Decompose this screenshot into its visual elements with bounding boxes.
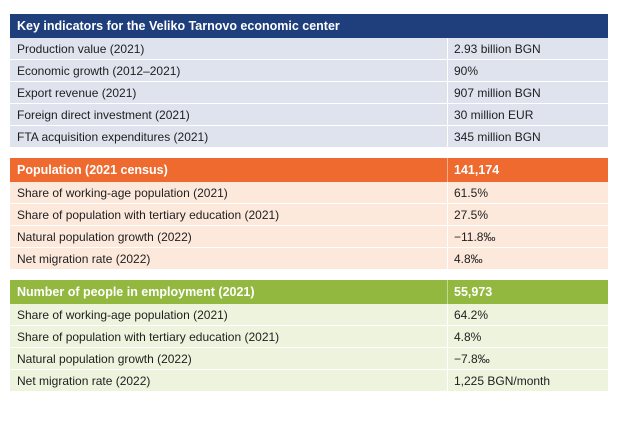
row-value: −7.8‰ xyxy=(447,348,608,369)
section-title-value: 141,174 xyxy=(447,158,608,182)
section-title: Number of people in employment (2021) xyxy=(17,285,255,299)
table-row: Export revenue (2021) 907 million BGN xyxy=(10,82,608,104)
section-header-employment: Number of people in employment (2021) 55… xyxy=(10,280,608,304)
row-label: Share of population with tertiary educat… xyxy=(17,329,280,344)
section-title-value: 55,973 xyxy=(447,280,608,304)
row-label: Economic growth (2012–2021) xyxy=(17,63,181,78)
row-value: 4.8‰ xyxy=(447,248,608,269)
section-key-indicators: Production value (2021) 2.93 billion BGN… xyxy=(10,38,608,148)
row-value: 27.5% xyxy=(447,204,608,225)
row-label: Net migration rate (2022) xyxy=(17,373,151,388)
table-row: Net migration rate (2022) 4.8‰ xyxy=(10,248,608,270)
row-value: 30 million EUR xyxy=(447,104,608,125)
row-label: Export revenue (2021) xyxy=(17,85,137,100)
row-label: Share of working-age population (2021) xyxy=(17,307,228,322)
row-label: Foreign direct investment (2021) xyxy=(17,107,190,122)
section-spacer xyxy=(10,270,608,280)
section-title: Key indicators for the Veliko Tarnovo ec… xyxy=(17,19,340,33)
table-row: Economic growth (2012–2021) 90% xyxy=(10,60,608,82)
table-row: Share of working-age population (2021) 6… xyxy=(10,182,608,204)
row-value: 907 million BGN xyxy=(447,82,608,103)
row-value: 64.2% xyxy=(447,304,608,325)
table-row: Production value (2021) 2.93 billion BGN xyxy=(10,38,608,60)
table-row: FTA acquisition expenditures (2021) 345 … xyxy=(10,126,608,148)
row-label: Share of population with tertiary educat… xyxy=(17,207,280,222)
table-row: Share of working-age population (2021) 6… xyxy=(10,304,608,326)
section-header-key-indicators: Key indicators for the Veliko Tarnovo ec… xyxy=(10,14,608,38)
table-row: Share of population with tertiary educat… xyxy=(10,326,608,348)
table-row: Foreign direct investment (2021) 30 mill… xyxy=(10,104,608,126)
section-employment: Share of working-age population (2021) 6… xyxy=(10,304,608,392)
section-spacer xyxy=(10,148,608,158)
section-population: Share of working-age population (2021) 6… xyxy=(10,182,608,270)
row-label: Share of working-age population (2021) xyxy=(17,185,228,200)
row-label: Natural population growth (2022) xyxy=(17,229,192,244)
section-header-population: Population (2021 census) 141,174 xyxy=(10,158,608,182)
row-label: Production value (2021) xyxy=(17,41,145,56)
row-value: 90% xyxy=(447,60,608,81)
table-row: Share of population with tertiary educat… xyxy=(10,204,608,226)
table-row: Natural population growth (2022) −7.8‰ xyxy=(10,348,608,370)
row-value: 4.8% xyxy=(447,326,608,347)
row-value: 61.5% xyxy=(447,182,608,203)
row-label: Natural population growth (2022) xyxy=(17,351,192,366)
indicators-table: Key indicators for the Veliko Tarnovo ec… xyxy=(10,14,608,392)
row-value: 345 million BGN xyxy=(447,126,608,147)
table-row: Natural population growth (2022) −11.8‰ xyxy=(10,226,608,248)
row-value: −11.8‰ xyxy=(447,226,608,247)
row-value: 1,225 BGN/month xyxy=(447,370,608,391)
row-label: Net migration rate (2022) xyxy=(17,251,151,266)
row-value: 2.93 billion BGN xyxy=(447,38,608,59)
table-row: Net migration rate (2022) 1,225 BGN/mont… xyxy=(10,370,608,392)
row-label: FTA acquisition expenditures (2021) xyxy=(17,129,209,144)
section-title: Population (2021 census) xyxy=(17,163,168,177)
